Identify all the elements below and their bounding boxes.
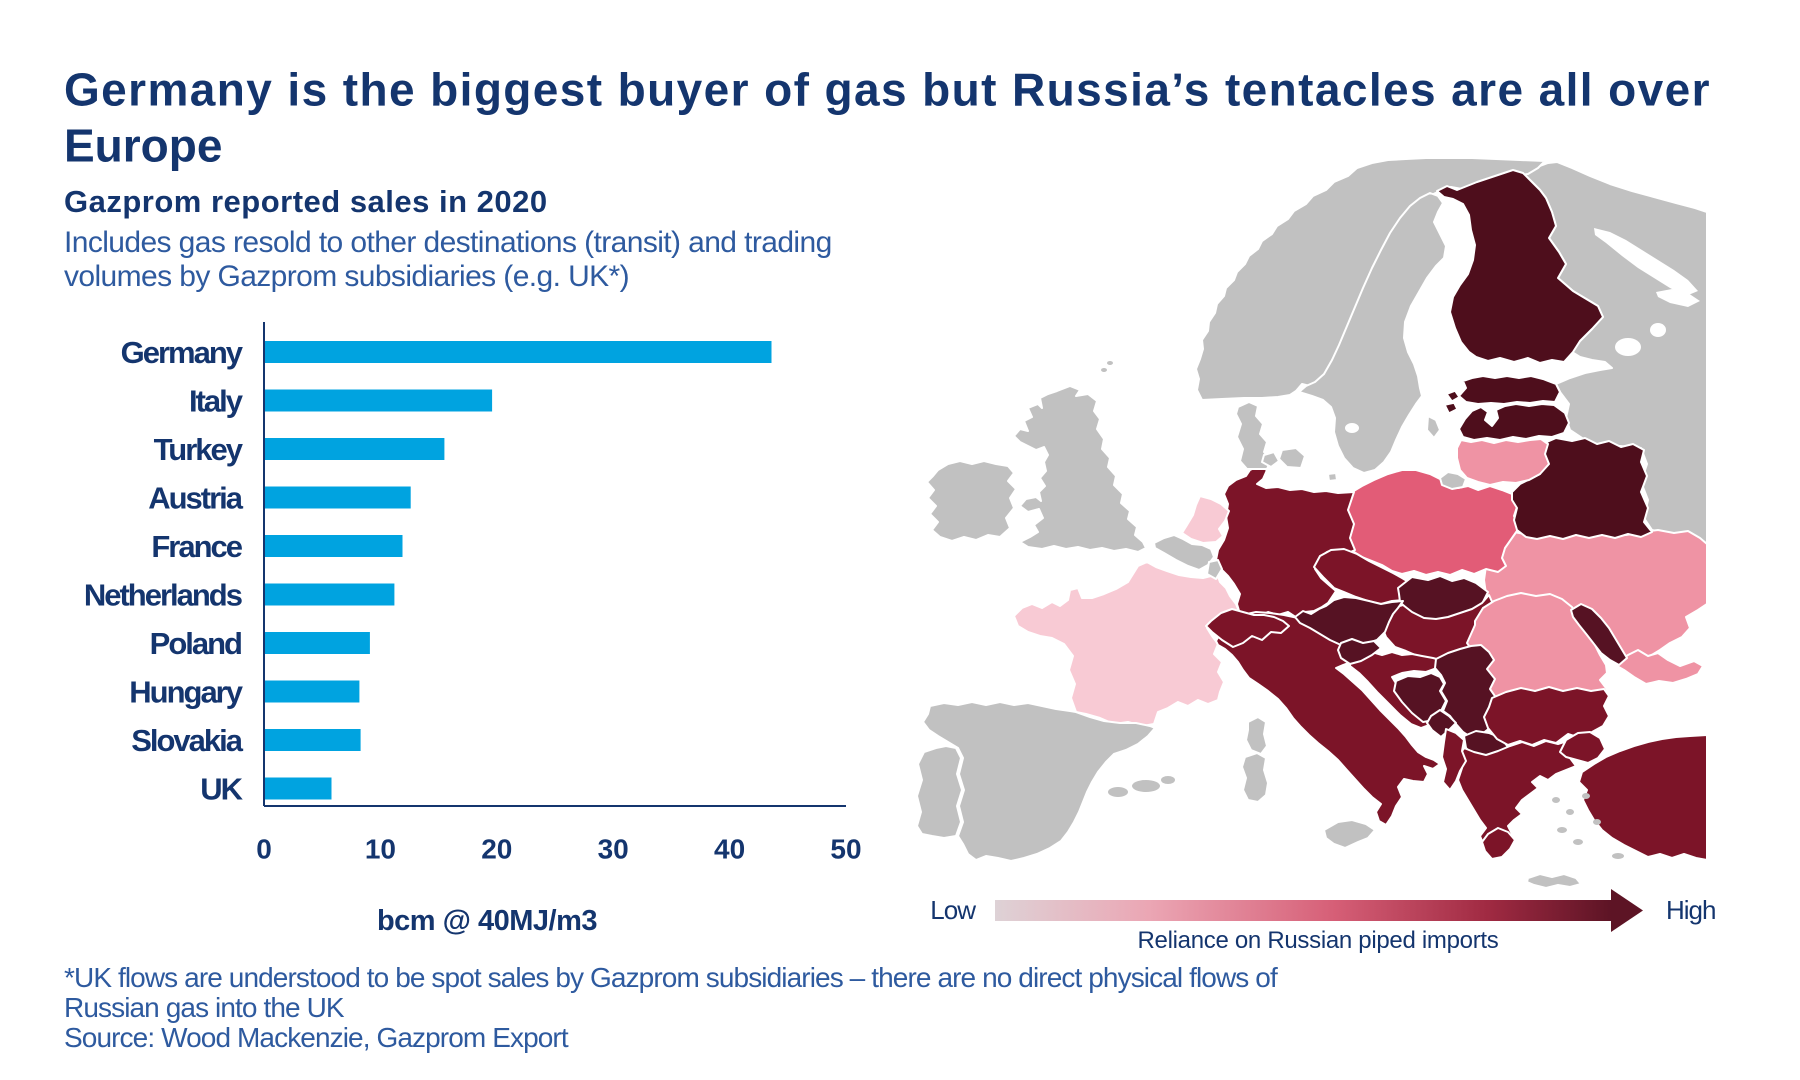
svg-text:Netherlands: Netherlands <box>84 578 242 613</box>
svg-text:Italy: Italy <box>189 384 244 419</box>
svg-text:40: 40 <box>714 834 745 865</box>
svg-text:Austria: Austria <box>148 481 244 516</box>
svg-text:*UK flows are understood to be: *UK flows are understood to be spot sale… <box>64 962 1278 993</box>
svg-text:Turkey: Turkey <box>154 432 244 467</box>
svg-text:Gazprom reported sales in 2020: Gazprom reported sales in 2020 <box>64 184 548 219</box>
svg-text:10: 10 <box>365 834 396 865</box>
svg-text:0: 0 <box>256 834 272 865</box>
svg-text:Source: Wood Mackenzie, Gazpro: Source: Wood Mackenzie, Gazprom Export <box>64 1022 569 1053</box>
svg-text:Poland: Poland <box>150 626 241 661</box>
svg-text:France: France <box>151 529 242 564</box>
svg-text:Germany is the biggest buyer o: Germany is the biggest buyer of gas but … <box>64 64 1711 116</box>
svg-text:Hungary: Hungary <box>129 675 244 710</box>
svg-text:bcm @ 40MJ/m3: bcm @ 40MJ/m3 <box>377 905 597 937</box>
svg-text:Germany: Germany <box>121 335 244 370</box>
svg-text:UK: UK <box>200 772 243 807</box>
svg-text:volumes by Gazprom subsidiarie: volumes by Gazprom subsidiaries (e.g. UK… <box>64 260 629 293</box>
svg-text:50: 50 <box>830 834 861 865</box>
svg-text:Low: Low <box>930 895 976 925</box>
svg-text:30: 30 <box>598 834 629 865</box>
svg-text:20: 20 <box>481 834 512 865</box>
svg-text:Europe: Europe <box>64 120 222 172</box>
svg-text:Reliance on Russian piped impo: Reliance on Russian piped imports <box>1138 927 1499 954</box>
svg-text:High: High <box>1666 895 1715 925</box>
svg-text:Includes gas resold to other d: Includes gas resold to other destination… <box>64 226 832 259</box>
svg-text:Slovakia: Slovakia <box>131 723 244 758</box>
svg-text:Russian gas into the UK: Russian gas into the UK <box>64 992 345 1023</box>
